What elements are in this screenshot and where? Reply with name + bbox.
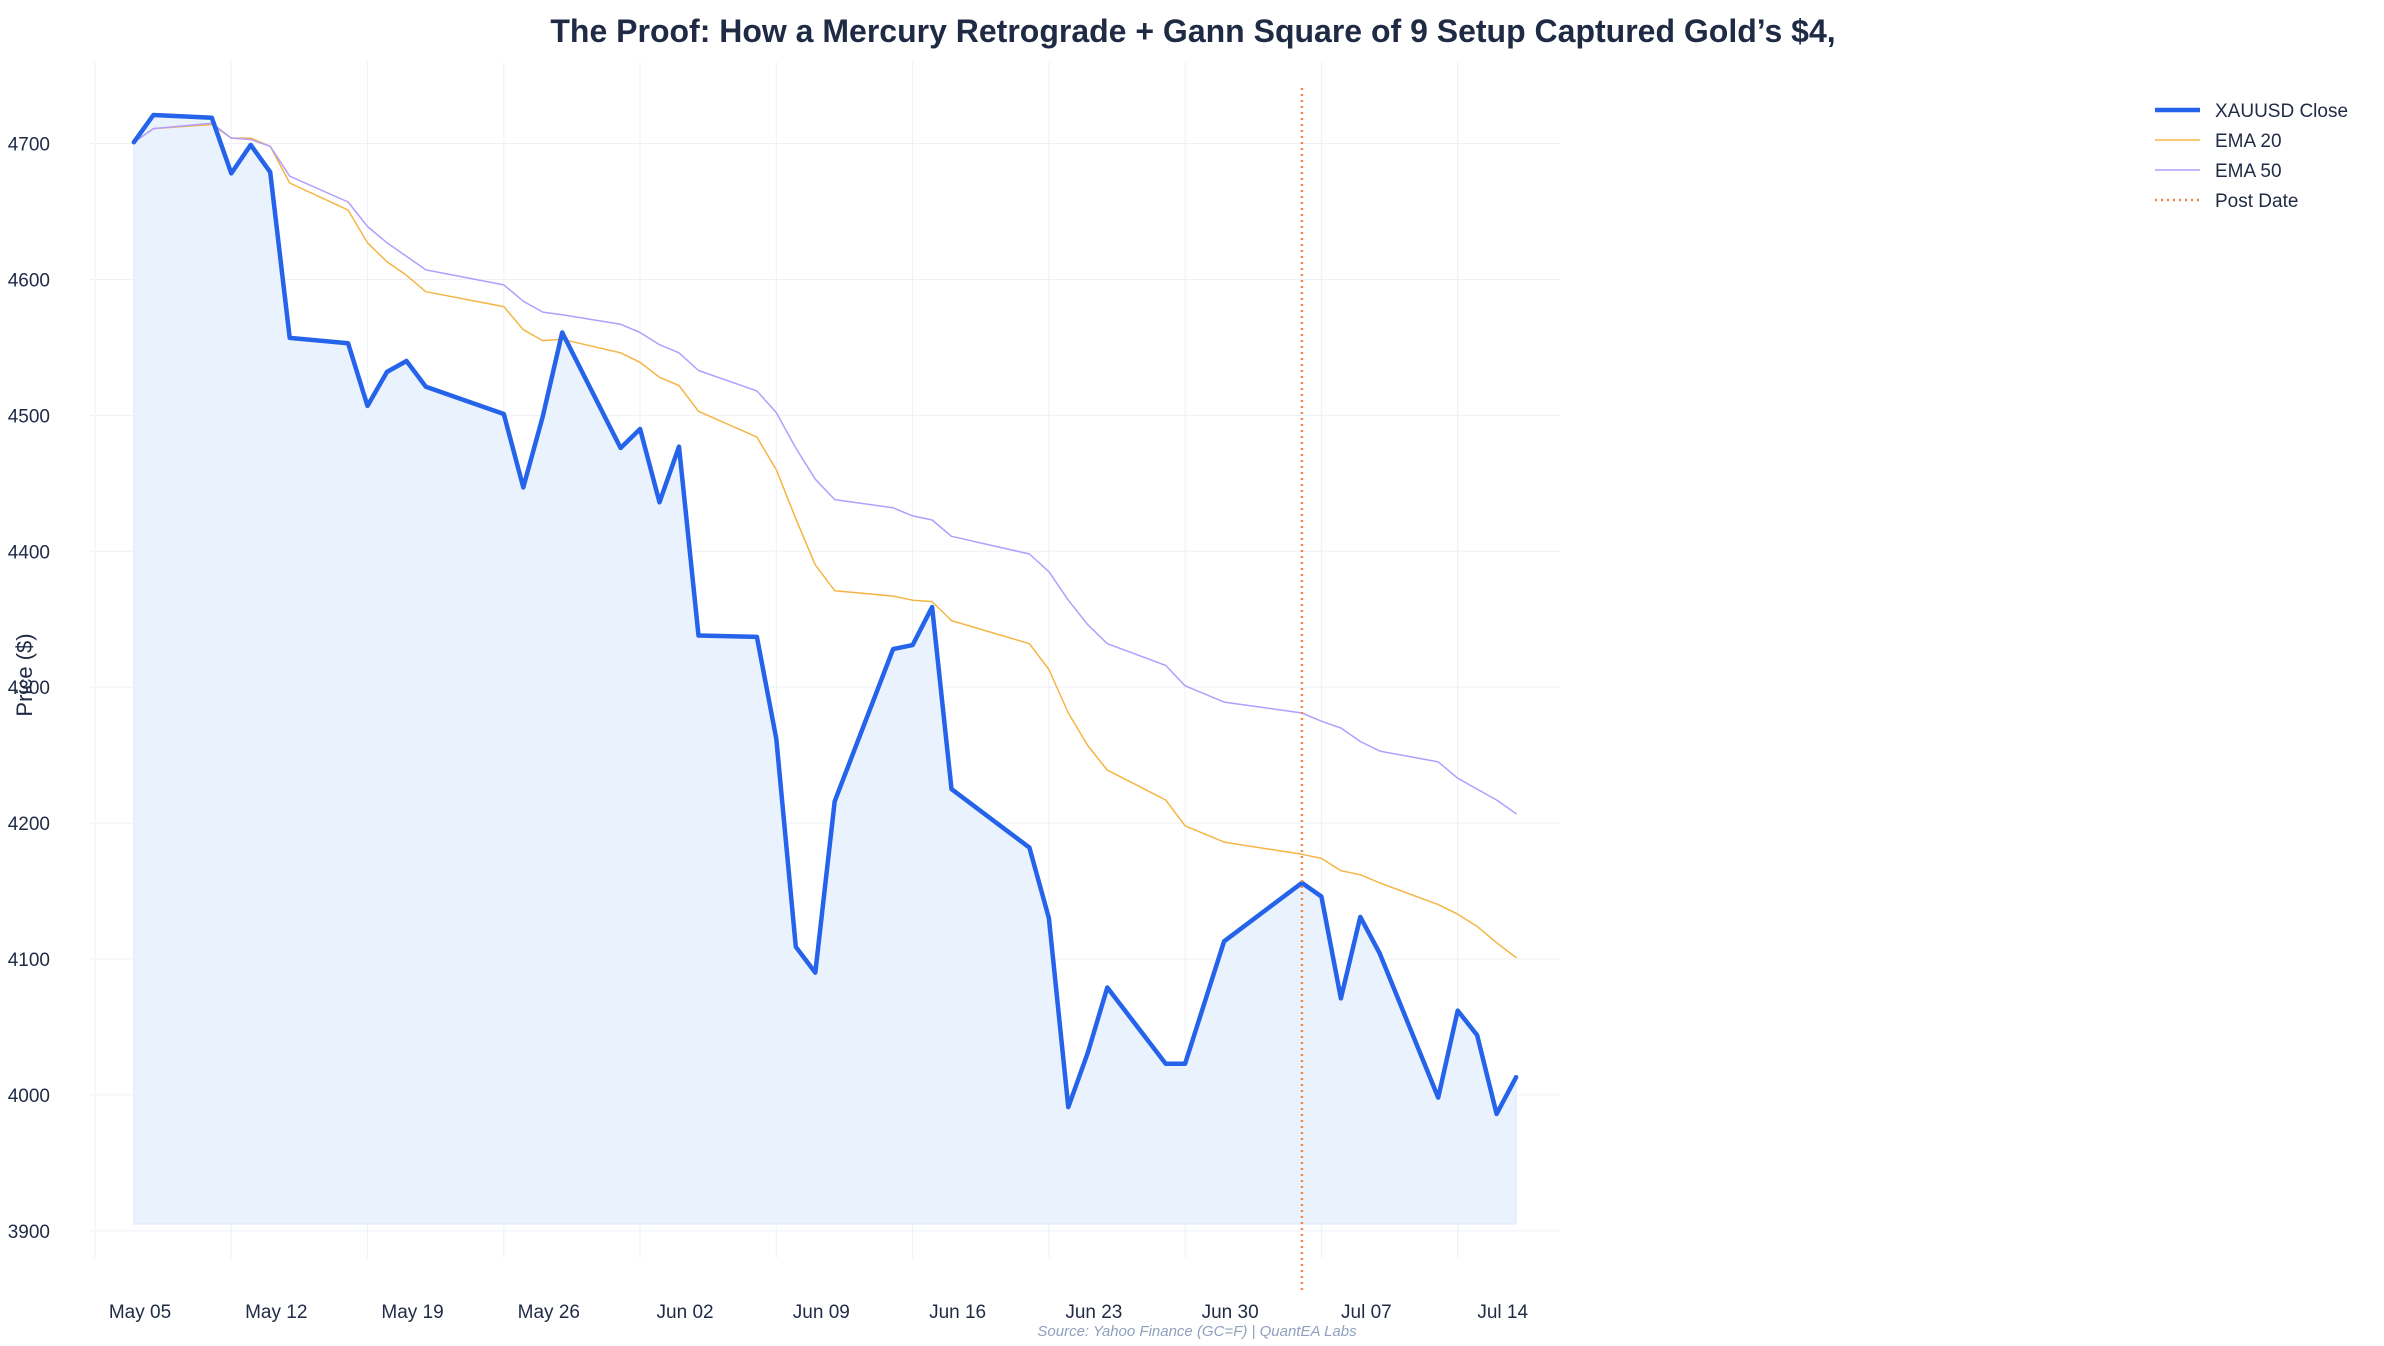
x-tick-label: Jun 02 (657, 1302, 714, 1323)
x-tick-label: Jun 16 (929, 1302, 986, 1323)
series-line-ema-20 (133, 123, 1517, 959)
x-tick-label: Jun 23 (1065, 1302, 1122, 1323)
series-line-xauusd-close (131, 112, 1519, 1117)
y-tick-label: 4600 (8, 270, 50, 291)
close-area-fill (133, 114, 1517, 1225)
y-tick-label: 4500 (8, 406, 50, 427)
x-tick-label: May 26 (518, 1302, 580, 1323)
y-tick-label: 4400 (8, 542, 50, 563)
source-caption: Source: Yahoo Finance (GC=F) | QuantEA L… (1037, 1323, 1357, 1340)
legend-label: XAUUSD Close (2215, 101, 2348, 122)
legend-label: EMA 20 (2215, 131, 2282, 152)
x-tick-label: Jun 30 (1202, 1302, 1259, 1323)
x-axis-ticks: May 05 May 12 May 19 May 26 Jun 02 Jun 09 Jun … (109, 1302, 1529, 1323)
legend-label: Post Date (2215, 191, 2298, 212)
chart-legend: XAUUSD Close EMA 20 EMA 50 Post Date (2155, 101, 2348, 212)
y-tick-label: 4100 (8, 950, 50, 971)
y-tick-label: 4000 (8, 1086, 50, 1107)
chart-series (131, 112, 1519, 1117)
x-tick-label: May 19 (381, 1302, 443, 1323)
y-tick-label: 3900 (8, 1222, 50, 1243)
legend-label: EMA 50 (2215, 161, 2282, 182)
x-tick-label: May 05 (109, 1302, 171, 1323)
y-axis-ticks: 3900 4000 4100 4200 4300 4400 4500 4600 4700 (8, 135, 50, 1243)
x-tick-label: Jul 07 (1341, 1302, 1392, 1323)
y-tick-label: 4700 (8, 135, 50, 156)
x-tick-label: May 12 (245, 1302, 307, 1323)
y-tick-label: 4300 (8, 678, 50, 699)
y-axis-label: Price ($) (12, 633, 37, 716)
x-tick-label: Jul 14 (1477, 1302, 1528, 1323)
chart-title: The Proof: How a Mercury Retrograde + Ga… (550, 13, 1835, 49)
series-line-ema-50 (133, 122, 1517, 815)
y-tick-label: 4200 (8, 814, 50, 835)
x-tick-label: Jun 09 (793, 1302, 850, 1323)
